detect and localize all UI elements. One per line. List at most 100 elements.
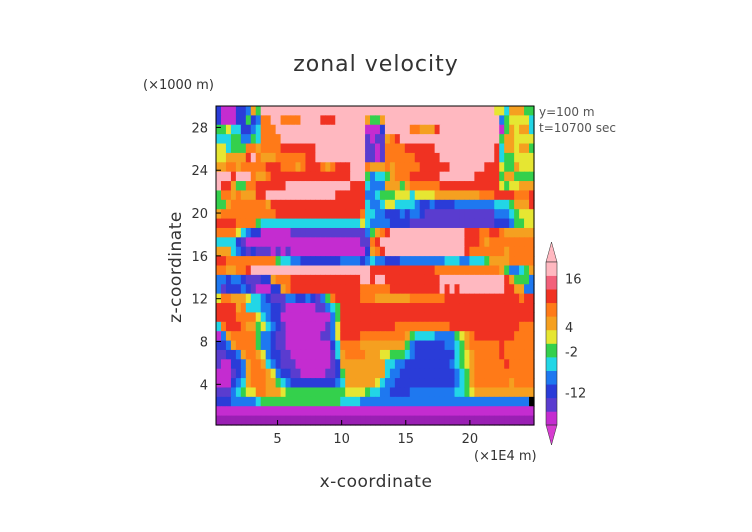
heatmap-cell <box>250 124 257 135</box>
heatmap-cell <box>245 199 252 210</box>
heatmap-cell <box>285 368 292 379</box>
heatmap-cell <box>514 340 520 351</box>
heatmap-cell <box>444 227 451 238</box>
heatmap-cell <box>345 256 351 267</box>
heatmap-cell <box>260 181 267 192</box>
heatmap-cell <box>524 359 530 370</box>
colorbar-segment <box>546 289 557 304</box>
heatmap-cell <box>384 340 391 351</box>
heatmap-cell <box>459 368 466 379</box>
heatmap-cell <box>444 340 451 351</box>
heatmap-cell <box>519 312 525 323</box>
heatmap-cell <box>216 265 222 276</box>
heatmap-cell <box>275 359 282 370</box>
heatmap-cell <box>225 190 232 201</box>
heatmap-cell <box>419 181 426 192</box>
heatmap-cell <box>290 237 297 248</box>
heatmap-cell <box>394 190 401 201</box>
heatmap-cell <box>414 368 421 379</box>
heatmap-cell <box>325 415 331 426</box>
heatmap-cell <box>285 106 292 116</box>
heatmap-cell <box>529 340 535 351</box>
heatmap-cell <box>399 256 406 267</box>
heatmap-cell <box>245 162 252 173</box>
heatmap-cell <box>409 321 416 332</box>
heatmap-cell <box>449 359 456 370</box>
heatmap-cell <box>216 106 222 116</box>
heatmap-cell <box>280 227 287 238</box>
heatmap-cell <box>245 246 252 257</box>
heatmap-cell <box>275 303 282 314</box>
heatmap-cell <box>345 124 351 135</box>
heatmap-cell <box>459 387 466 398</box>
heatmap-cell <box>260 190 267 201</box>
heatmap-cell <box>295 171 302 182</box>
heatmap-cell <box>409 387 416 398</box>
heatmap-cell <box>439 415 446 426</box>
heatmap-cell <box>474 293 480 304</box>
heatmap-cell <box>484 415 490 426</box>
heatmap-cell <box>429 115 436 126</box>
heatmap-cell <box>280 143 287 154</box>
heatmap-cell <box>399 349 406 360</box>
heatmap-cell <box>315 415 321 426</box>
heatmap-cell <box>260 415 267 426</box>
heatmap-cell <box>384 265 391 276</box>
heatmap-cell <box>375 246 381 257</box>
heatmap-cell <box>216 246 222 257</box>
heatmap-cell <box>529 293 535 304</box>
heatmap-cell <box>469 209 475 220</box>
heatmap-cell <box>424 303 431 314</box>
heatmap-cell <box>255 256 262 267</box>
heatmap-cell <box>434 265 441 276</box>
heatmap-cell <box>379 106 386 116</box>
heatmap-cell <box>255 303 262 314</box>
heatmap-cell <box>290 190 297 201</box>
heatmap-cell <box>424 181 431 192</box>
heatmap-cell <box>464 106 471 116</box>
heatmap-cell <box>225 256 232 267</box>
heatmap-cell <box>235 237 242 248</box>
heatmap-cell <box>375 312 381 323</box>
heatmap-cell <box>355 115 361 126</box>
heatmap-cell <box>375 321 381 332</box>
heatmap-cell <box>245 359 252 370</box>
heatmap-cell <box>439 396 446 407</box>
heatmap-cell <box>439 106 446 116</box>
heatmap-cell <box>459 209 466 220</box>
heatmap-cell <box>220 115 227 126</box>
heatmap-cell <box>216 368 222 379</box>
heatmap-cell <box>384 359 391 370</box>
heatmap-cell <box>524 284 530 295</box>
heatmap-cell <box>365 359 371 370</box>
heatmap-cell <box>494 162 500 173</box>
heatmap-cell <box>389 134 396 145</box>
heatmap-cell <box>384 209 391 220</box>
heatmap-cell <box>454 349 461 360</box>
heatmap-cell <box>524 106 530 116</box>
heatmap-cell <box>469 171 475 182</box>
heatmap-cell <box>509 134 515 145</box>
heatmap-cell <box>230 237 237 248</box>
heatmap-cell <box>340 152 346 163</box>
heatmap-cell <box>394 246 401 257</box>
heatmap-cell <box>255 284 262 295</box>
heatmap-cell <box>345 134 351 145</box>
heatmap-cell <box>315 368 321 379</box>
heatmap-cell <box>290 256 297 267</box>
heatmap-cell <box>220 190 227 201</box>
heatmap-cell <box>439 274 446 285</box>
heatmap-cell <box>340 368 346 379</box>
heatmap-cell <box>409 340 416 351</box>
heatmap-cell <box>409 406 416 417</box>
heatmap-cell <box>519 303 525 314</box>
heatmap-cell <box>509 237 515 248</box>
heatmap-cell <box>474 171 480 182</box>
heatmap-cell <box>479 406 485 417</box>
heatmap-cell <box>414 321 421 332</box>
heatmap-cell <box>270 246 277 257</box>
heatmap-cell <box>315 378 321 389</box>
heatmap-cell <box>514 415 520 426</box>
heatmap-cell <box>245 218 252 229</box>
heatmap-cell <box>484 312 490 323</box>
